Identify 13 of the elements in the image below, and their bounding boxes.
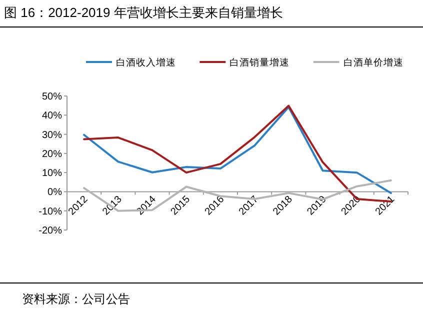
text: 资料来源：公司公告 — [22, 292, 130, 306]
legend-label: 白酒单价增速 — [343, 56, 404, 68]
y-tick-label: 30% — [42, 130, 62, 141]
y-tick-label: 0% — [48, 187, 62, 198]
y-tick-label: 40% — [42, 110, 62, 122]
y-tick-label: 10% — [42, 168, 62, 180]
y-tick-label: 50% — [42, 92, 62, 102]
legend-label: 白酒销量增速 — [230, 56, 290, 68]
y-tick-label: 20% — [42, 148, 62, 160]
chart-title: 图 16：2012-2019 年营收增长主要来自销量增长 — [4, 5, 283, 20]
legend-label: 白酒收入增速 — [116, 56, 176, 68]
y-tick-label: -10% — [38, 206, 62, 218]
y-tick-label: -20% — [38, 226, 62, 236]
